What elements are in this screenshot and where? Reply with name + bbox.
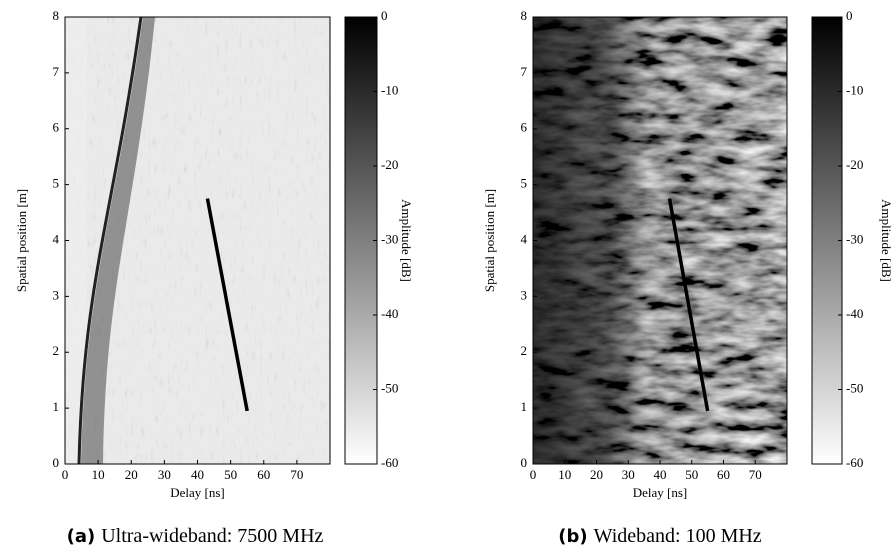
- y-tick-label: 0: [521, 455, 528, 470]
- heatmap-image: [65, 17, 330, 464]
- y-axis-label: Spatial position [m]: [482, 189, 497, 292]
- colorbar-tick-label: -40: [381, 306, 398, 321]
- colorbar-tick-label: 0: [846, 8, 853, 23]
- colorbar-tick-label: -60: [846, 455, 863, 470]
- colorbar-tick-label: -10: [381, 82, 398, 97]
- colorbar-tick-label: -20: [846, 157, 863, 172]
- caption: (b) Wideband: 100 MHz: [558, 525, 762, 547]
- y-tick-label: 3: [53, 287, 60, 302]
- y-tick-label: 1: [53, 399, 60, 414]
- colorbar-tick-label: -10: [846, 82, 863, 97]
- y-tick-label: 7: [53, 64, 60, 79]
- x-axis-label: Delay [ns]: [170, 485, 225, 500]
- y-tick-label: 1: [521, 399, 528, 414]
- y-tick-label: 5: [521, 176, 528, 191]
- colorbar-tick-label: -60: [381, 455, 398, 470]
- texture: [77, 17, 143, 464]
- x-tick-label: 40: [191, 467, 204, 482]
- x-tick-label: 70: [290, 467, 303, 482]
- x-tick-label: 70: [749, 467, 762, 482]
- y-tick-label: 8: [521, 8, 528, 23]
- x-tick-label: 40: [654, 467, 667, 482]
- colorbar-tick-label: 0: [381, 8, 388, 23]
- colorbar-tick-label: -30: [381, 231, 398, 246]
- colorbar: [811, 16, 843, 465]
- heatmap-image: [533, 17, 787, 464]
- y-tick-label: 4: [53, 231, 60, 246]
- colorbar-tick-label: -30: [846, 231, 863, 246]
- x-tick-label: 50: [685, 467, 698, 482]
- caption-label: (a): [67, 526, 96, 547]
- caption-label: (b): [558, 526, 587, 547]
- y-tick-label: 8: [53, 8, 60, 23]
- overlay-line: [205, 198, 249, 412]
- x-tick-label: 30: [622, 467, 635, 482]
- x-tick-label: 0: [530, 467, 537, 482]
- x-tick-label: 60: [257, 467, 270, 482]
- caption-text: Wideband: 100 MHz: [594, 525, 762, 547]
- y-tick-label: 5: [53, 176, 60, 191]
- colorbar-tick-label: -50: [381, 380, 398, 395]
- x-tick-label: 10: [92, 467, 105, 482]
- x-tick-label: 20: [125, 467, 138, 482]
- caption-text: Ultra-wideband: 7500 MHz: [101, 525, 323, 547]
- y-tick-label: 6: [521, 120, 528, 135]
- x-tick-label: 50: [224, 467, 237, 482]
- x-axis-label: Delay [ns]: [633, 485, 688, 500]
- colorbar-tick-label: -40: [846, 306, 863, 321]
- y-tick-label: 3: [521, 287, 528, 302]
- x-tick-label: 0: [62, 467, 69, 482]
- y-tick-label: 7: [521, 64, 528, 79]
- caption: (a) Ultra-wideband: 7500 MHz: [67, 525, 324, 547]
- colorbar: [344, 16, 378, 465]
- colorbar-tick-label: -50: [846, 380, 863, 395]
- y-tick-label: 4: [521, 231, 528, 246]
- x-tick-label: 10: [558, 467, 571, 482]
- x-tick-label: 20: [590, 467, 603, 482]
- y-tick-label: 0: [53, 455, 60, 470]
- texture: [81, 17, 155, 464]
- x-tick-label: 60: [717, 467, 730, 482]
- texture: [65, 17, 87, 464]
- y-axis-label: Spatial position [m]: [14, 189, 29, 292]
- y-tick-label: 2: [521, 343, 528, 358]
- colorbar-tick-label: -20: [381, 157, 398, 172]
- colorbar-label: Amplitude [dB]: [399, 199, 414, 282]
- y-tick-label: 2: [53, 343, 60, 358]
- overlay-line: [667, 198, 710, 412]
- y-tick-label: 6: [53, 120, 60, 135]
- texture: [533, 17, 787, 464]
- x-tick-label: 30: [158, 467, 171, 482]
- colorbar-label: Amplitude [dB]: [879, 199, 894, 282]
